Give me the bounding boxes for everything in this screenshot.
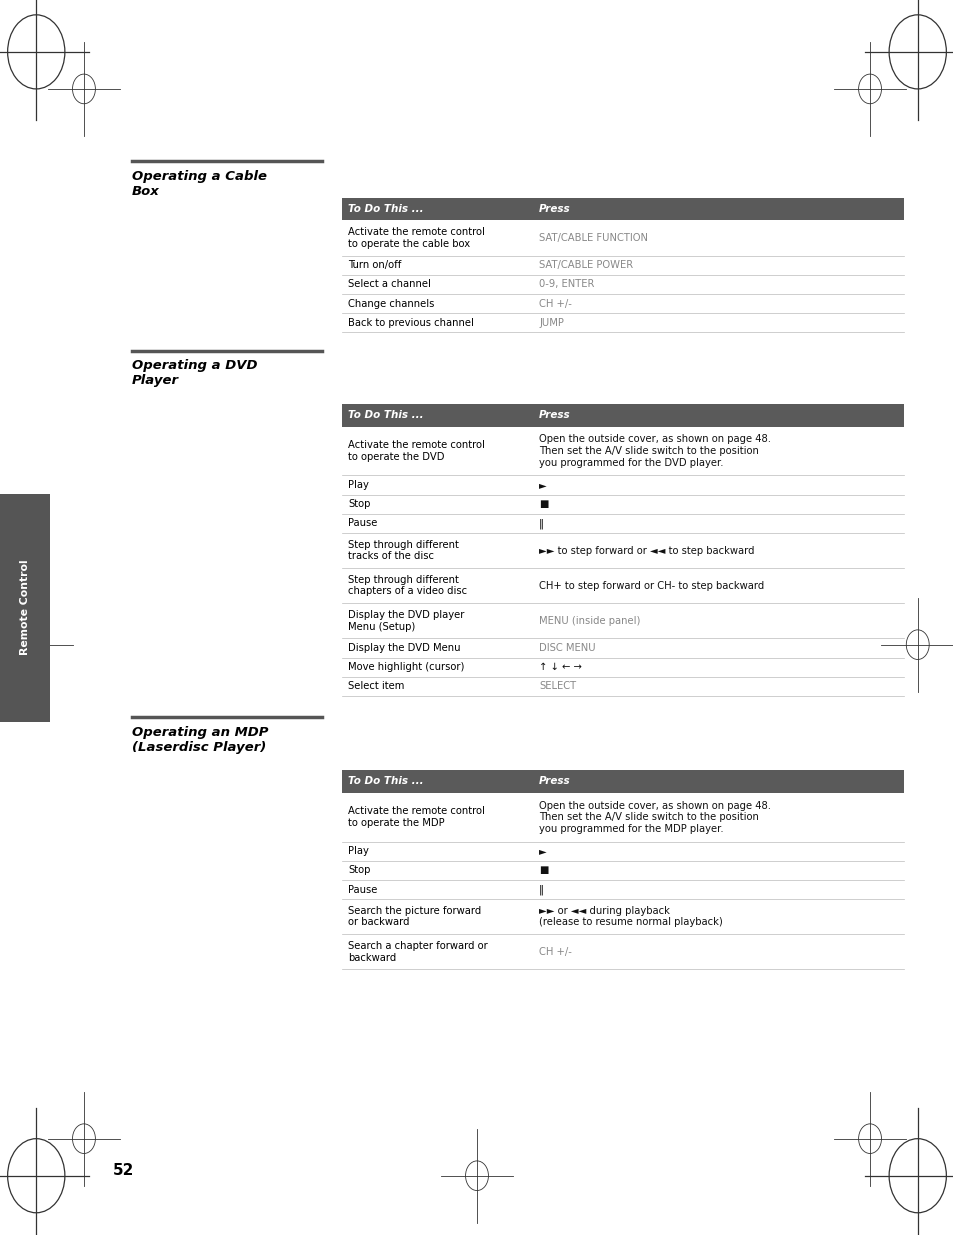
- Text: Step through different
tracks of the disc: Step through different tracks of the dis…: [348, 540, 458, 561]
- Text: Pause: Pause: [348, 884, 377, 894]
- Text: Activate the remote control
to operate the MDP: Activate the remote control to operate t…: [348, 806, 484, 827]
- Text: Stop: Stop: [348, 866, 370, 876]
- Text: Play: Play: [348, 846, 369, 856]
- Text: Stop: Stop: [348, 499, 370, 509]
- Text: Display the DVD player
Menu (Setup): Display the DVD player Menu (Setup): [348, 610, 464, 631]
- Text: ‖: ‖: [538, 517, 543, 529]
- Text: Turn on/off: Turn on/off: [348, 261, 401, 270]
- Text: To Do This ...: To Do This ...: [348, 410, 423, 420]
- Text: Open the outside cover, as shown on page 48.
Then set the A/V slide switch to th: Open the outside cover, as shown on page…: [538, 435, 770, 468]
- Text: Change channels: Change channels: [348, 299, 435, 309]
- Text: DISC MENU: DISC MENU: [538, 643, 595, 653]
- Bar: [341, 404, 903, 426]
- Text: Operating a DVD
Player: Operating a DVD Player: [132, 359, 257, 388]
- Bar: [0, 494, 50, 722]
- Text: Operating a Cable
Box: Operating a Cable Box: [132, 170, 267, 199]
- Text: CH +/-: CH +/-: [538, 947, 571, 957]
- Text: ↑ ↓ ← →: ↑ ↓ ← →: [538, 662, 581, 672]
- Text: Select item: Select item: [348, 682, 404, 692]
- Text: JUMP: JUMP: [538, 317, 563, 327]
- Text: Activate the remote control
to operate the cable box: Activate the remote control to operate t…: [348, 227, 484, 248]
- Text: Operating an MDP
(Laserdisc Player): Operating an MDP (Laserdisc Player): [132, 725, 268, 753]
- Text: To Do This ...: To Do This ...: [348, 777, 423, 787]
- Text: SAT/CABLE FUNCTION: SAT/CABLE FUNCTION: [538, 233, 647, 243]
- Text: ■: ■: [538, 499, 548, 509]
- Text: Open the outside cover, as shown on page 48.
Then set the A/V slide switch to th: Open the outside cover, as shown on page…: [538, 800, 770, 834]
- Text: 0-9, ENTER: 0-9, ENTER: [538, 279, 594, 289]
- Text: ►► or ◄◄ during playback
(release to resume normal playback): ►► or ◄◄ during playback (release to res…: [538, 906, 722, 927]
- Text: ►: ►: [538, 480, 546, 490]
- Text: MENU (inside panel): MENU (inside panel): [538, 616, 639, 626]
- Text: ‖: ‖: [538, 884, 543, 895]
- Text: Move highlight (cursor): Move highlight (cursor): [348, 662, 464, 672]
- Text: CH +/-: CH +/-: [538, 299, 571, 309]
- Text: Remote Control: Remote Control: [20, 559, 30, 656]
- Text: ■: ■: [538, 866, 548, 876]
- Text: CH+ to step forward or CH- to step backward: CH+ to step forward or CH- to step backw…: [538, 580, 763, 590]
- Text: ►: ►: [538, 846, 546, 856]
- Text: Back to previous channel: Back to previous channel: [348, 317, 474, 327]
- Text: Select a channel: Select a channel: [348, 279, 431, 289]
- Text: Press: Press: [538, 410, 570, 420]
- Text: Play: Play: [348, 480, 369, 490]
- Text: Press: Press: [538, 204, 570, 214]
- Text: ►► to step forward or ◄◄ to step backward: ►► to step forward or ◄◄ to step backwar…: [538, 546, 754, 556]
- Text: SELECT: SELECT: [538, 682, 576, 692]
- Text: Step through different
chapters of a video disc: Step through different chapters of a vid…: [348, 576, 467, 597]
- Text: Press: Press: [538, 777, 570, 787]
- Text: Display the DVD Menu: Display the DVD Menu: [348, 643, 460, 653]
- Bar: [341, 769, 903, 793]
- Text: Pause: Pause: [348, 519, 377, 529]
- Text: 52: 52: [112, 1163, 133, 1178]
- Text: SAT/CABLE POWER: SAT/CABLE POWER: [538, 261, 633, 270]
- Text: Search the picture forward
or backward: Search the picture forward or backward: [348, 906, 481, 927]
- Text: Activate the remote control
to operate the DVD: Activate the remote control to operate t…: [348, 441, 484, 462]
- Text: Search a chapter forward or
backward: Search a chapter forward or backward: [348, 941, 487, 962]
- Bar: [341, 198, 903, 220]
- Text: To Do This ...: To Do This ...: [348, 204, 423, 214]
